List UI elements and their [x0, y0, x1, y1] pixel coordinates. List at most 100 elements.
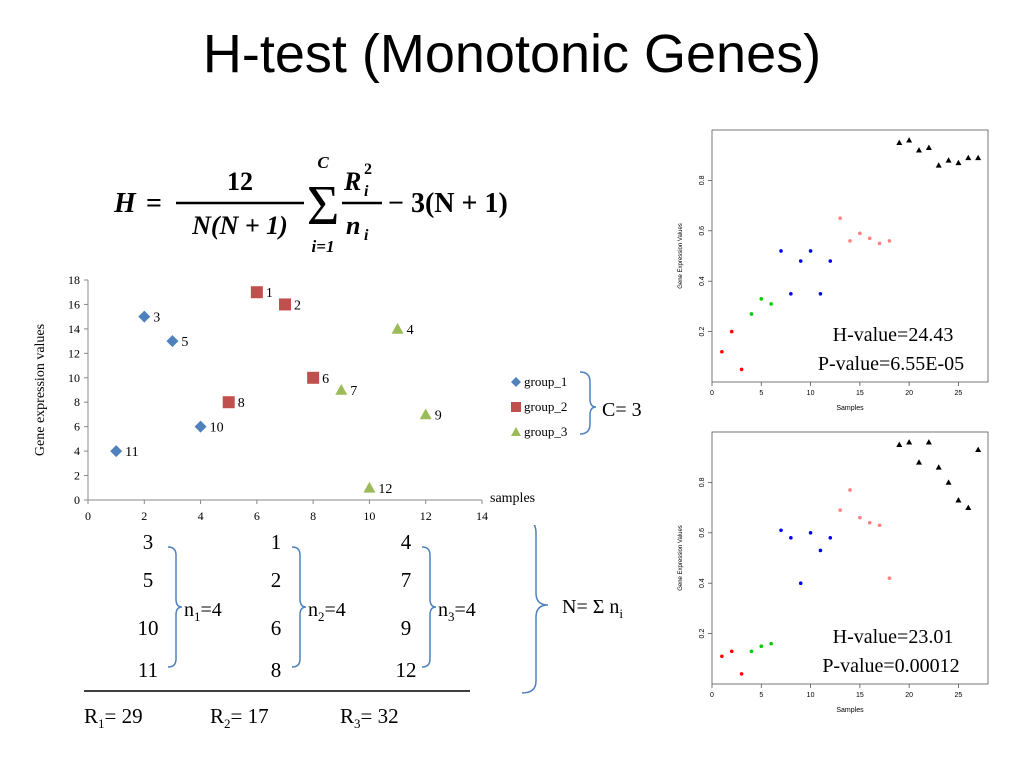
y-tick-label: 18 [68, 273, 80, 287]
data-point [975, 446, 982, 453]
data-point [749, 312, 754, 316]
group_1-point [110, 445, 123, 458]
point-label: 10 [210, 421, 224, 436]
formula-numerator: 12 [227, 167, 253, 196]
data-point [945, 157, 952, 163]
x-axis-label: Samples [836, 707, 864, 714]
y-tick-label: 0.2 [699, 327, 706, 337]
point-label: 1 [266, 286, 273, 301]
legend-marker-group_1 [511, 377, 521, 387]
group_2-point [250, 286, 263, 299]
n-base: n [184, 599, 194, 621]
data-point [916, 147, 922, 153]
formula-r-base: R [343, 167, 361, 196]
data-point [749, 649, 754, 654]
y-axis-label: Gene Expression Values [678, 525, 684, 591]
group_3-point [419, 408, 432, 420]
y-axis-label: Gene Expression Values [678, 223, 684, 289]
point-label: 4 [407, 323, 414, 338]
data-point [925, 439, 932, 445]
y-tick-label: 0.8 [699, 175, 706, 185]
expression-plot-bottom: 0 5 10 15 20 25 0.2 0.4 0.6 0.8 Gene Expression Va… [678, 431, 989, 714]
formula-sum-top: C [317, 153, 329, 172]
y-tick-label: 14 [68, 322, 80, 336]
data-point [848, 239, 852, 243]
data-point [838, 508, 842, 512]
y-tick-label: 0.2 [699, 629, 706, 639]
formula-sigma: Σ [307, 175, 340, 237]
x-tick-label: 5 [759, 390, 763, 397]
point-label: 7 [350, 384, 357, 399]
data-point [729, 649, 734, 654]
data-point [867, 236, 872, 241]
legend-label: group_2 [524, 399, 567, 414]
point-label: 12 [378, 482, 392, 497]
r-base: R [210, 704, 224, 728]
group-n-label: n1=4 [184, 599, 222, 624]
x-tick-label: 0 [85, 509, 91, 523]
x-tick-label: 0 [710, 390, 714, 397]
data-point [798, 581, 803, 585]
data-point [828, 259, 833, 263]
y-tick-label: 4 [74, 444, 80, 458]
y-tick-label: 0.4 [699, 276, 706, 286]
rank-value: 11 [138, 658, 158, 682]
y-tick-label: 0.8 [699, 477, 706, 487]
r-val: = 29 [105, 704, 143, 728]
n-base: n [438, 599, 448, 621]
y-axis-label: Gene expression values [33, 324, 48, 456]
x-tick-label: 2 [141, 509, 147, 523]
n-total-text: N= Σ n [562, 596, 619, 618]
data-point [828, 536, 833, 540]
data-point [769, 641, 773, 646]
data-point [720, 654, 724, 659]
data-point [896, 139, 903, 145]
data-point [808, 249, 813, 253]
data-point [906, 137, 913, 143]
data-point [906, 439, 913, 445]
x-axis-label: samples [490, 491, 535, 506]
x-tick-label: 20 [905, 390, 913, 397]
data-point [739, 367, 744, 372]
formula-denominator: N(N + 1) [191, 211, 288, 240]
r-val: = 17 [231, 704, 269, 728]
group_3-point [335, 384, 348, 395]
data-point [955, 159, 962, 166]
data-point [965, 504, 972, 510]
x-tick-label: 15 [856, 692, 864, 699]
legend-label: group_3 [524, 424, 567, 439]
total-brace [521, 525, 549, 694]
x-tick-label: 12 [420, 509, 432, 523]
p-value-annotation: P-value=6.55E-05 [818, 353, 964, 375]
x-tick-label: 10 [807, 390, 815, 397]
point-label: 8 [238, 396, 245, 411]
data-point [759, 644, 764, 648]
data-point [887, 576, 892, 580]
legend-marker-group_3 [511, 427, 521, 436]
group_2-point [222, 396, 235, 409]
y-tick-label: 0.6 [699, 528, 706, 538]
rank-value: 6 [271, 616, 282, 640]
x-axis-label: Samples [836, 405, 864, 412]
data-point [955, 497, 962, 503]
data-point [808, 531, 813, 535]
p-value-annotation: P-value=0.00012 [822, 655, 959, 677]
formula-tail: − 3(N + 1) [388, 188, 508, 219]
n-base: n [308, 599, 318, 621]
rank-value: 9 [401, 616, 412, 640]
y-tick-label: 8 [74, 395, 80, 409]
data-point [720, 349, 724, 354]
c-annotation: C= 3 [602, 399, 642, 421]
y-tick-label: 12 [68, 346, 80, 360]
data-point [975, 154, 982, 161]
r-sub: 1 [98, 716, 105, 731]
formula-eq: = [146, 188, 162, 219]
formula-sum-bottom: i=1 [312, 237, 335, 256]
n-val: =4 [455, 599, 476, 621]
rank-value: 8 [271, 658, 282, 682]
data-point [887, 239, 892, 243]
data-point [848, 488, 852, 492]
group-n-label: n3=4 [438, 599, 476, 624]
